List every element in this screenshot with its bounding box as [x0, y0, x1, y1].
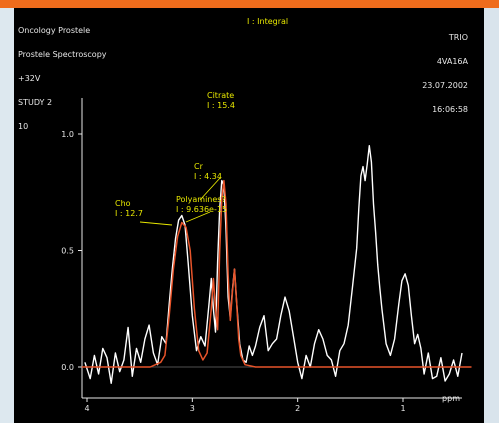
- annotation-label: Polyamines?: [176, 195, 226, 204]
- annotation-label: Cr: [194, 162, 204, 171]
- scanner-line-4: 16:06:58: [432, 105, 468, 114]
- fitted-spectrum-line: [81, 179, 472, 368]
- scanner-info-top-right: TRIO 4VA16A 23.07.2002 16:06:58: [422, 18, 468, 122]
- header-line-2: Prostele Spectroscopy: [18, 50, 107, 59]
- header-line-5: 10: [18, 122, 29, 131]
- annotation-value: I : 12.7: [115, 209, 143, 218]
- plot-series: [81, 144, 472, 384]
- header-line-4: STUDY 2: [18, 98, 53, 107]
- annotation-arrow: [139, 221, 173, 226]
- annotation-label: Cho: [115, 199, 131, 208]
- measured-spectrum-line: [84, 144, 463, 384]
- spectrum-panel: [14, 8, 484, 423]
- x-tick-label: 1: [400, 404, 405, 413]
- x-tick-label: 2: [295, 404, 300, 413]
- annotation-label: Citrate: [207, 91, 234, 100]
- y-tick-label: 0.0: [61, 363, 74, 372]
- study-info-top-left: Oncology Prostele Prostele Spectroscopy …: [18, 11, 107, 139]
- scanner-line-2: 4VA16A: [436, 57, 468, 66]
- header-line-3: +32V: [18, 74, 41, 83]
- x-tick-label: 4: [84, 404, 89, 413]
- y-tick-label: 0.5: [61, 247, 74, 256]
- right-edge-strip: [484, 8, 499, 423]
- x-axis-label: ppm: [442, 394, 460, 403]
- x-tick-label: 3: [190, 404, 195, 413]
- scanner-line-3: 23.07.2002: [422, 81, 468, 90]
- annotation-arrow: [185, 211, 211, 223]
- display-mode-label: I : Integral: [247, 17, 289, 26]
- y-tick-label: 1.0: [61, 130, 74, 139]
- annotation-value: I : 15.4: [207, 101, 235, 110]
- accent-top-bar: [0, 0, 499, 8]
- scanner-line-1: TRIO: [448, 33, 468, 42]
- annotation-value: I : 9.636e-15: [176, 205, 227, 214]
- annotation-value: I : 4.34: [194, 172, 222, 181]
- header-line-1: Oncology Prostele: [18, 26, 91, 35]
- annotation-arrow: [199, 177, 221, 201]
